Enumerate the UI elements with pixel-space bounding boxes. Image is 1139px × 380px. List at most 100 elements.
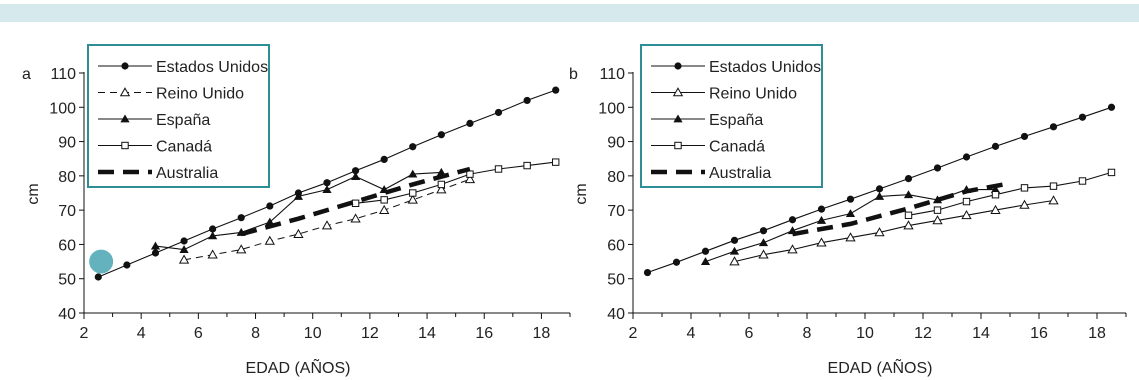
top-banner [0,4,1139,22]
x-tick-label-a: 2 [80,325,89,342]
data-point [1020,132,1029,141]
data-point [350,172,361,180]
chart-a: a cm EDAD (AÑOS) 40 50 60 70 80 90 100 110 2 4 6 8 1… [22,44,571,377]
data-point [991,191,1000,199]
y-axis-label-b: cm [573,183,590,204]
data-point [437,180,446,189]
legend-label: Canadá [709,139,765,156]
series-layer-a [89,86,560,281]
x-tick-label-a: 18 [533,325,551,342]
data-point [1020,184,1029,192]
legend-label: Reino Unido [156,86,244,103]
legend-label: Reino Unido [709,86,797,103]
y-tick-label-a: 80 [58,169,76,186]
series-line-reino-unido [734,199,1054,263]
data-point [759,227,768,235]
data-point [523,161,531,170]
y-tick-label-b: 110 [599,66,625,83]
data-point [322,185,332,193]
y-tick-label-b: 90 [607,135,625,152]
data-point [494,108,503,117]
data-point [437,131,445,139]
y-tick-label-a: 70 [58,203,76,220]
x-tick-label-b: 8 [803,325,812,342]
data-point [1048,195,1059,205]
x-axis-label-a: EDAD (AÑOS) [246,357,351,377]
data-point [962,197,971,206]
legend-box-a [87,44,270,188]
data-point [207,249,218,259]
y-tick-label-a: 110 [50,66,76,83]
x-tick-label-b: 18 [1088,325,1106,342]
y-tick-label-b: 80 [607,169,625,186]
panel-label-a: a [22,66,31,83]
x-tick-label-a: 6 [194,325,203,342]
y-tick-label-a: 60 [58,237,76,254]
x-tick-label-a: 16 [475,325,493,342]
y-tick-label-b: 100 [598,100,625,117]
data-point [758,238,769,247]
chart-b: b cm EDAD (AÑOS) 40 50 60 70 80 90 100 110 2 4 6 8 1… [569,44,1127,377]
data-point [1078,113,1087,121]
data-point [701,247,710,255]
x-tick-label-a: 10 [304,325,322,342]
data-point [933,164,942,172]
data-point [903,190,914,199]
data-point [350,213,361,223]
data-point [523,96,531,105]
panel-label-b: b [569,66,578,83]
y-tick-label-b: 50 [607,272,625,289]
data-point [817,205,826,213]
y-tick-label-b: 70 [607,203,625,220]
data-point [466,119,474,127]
data-point [904,211,913,219]
data-point [151,249,160,257]
series-line-canad- [355,161,556,204]
data-point [643,268,652,277]
data-point [904,175,913,183]
data-point [1049,123,1058,131]
x-tick-label-b: 16 [1030,325,1048,342]
legend-label: Estados Unidos [156,59,268,76]
legend-marker [674,141,682,150]
y-tick-label-a: 90 [58,135,76,152]
data-point [1107,103,1116,111]
data-point [379,205,389,214]
legend-label: Estados Unidos [709,59,821,76]
y-tick-label-b: 40 [607,306,625,323]
legend-marker [121,141,129,150]
axes-b: 40 50 60 70 80 90 100 110 2 4 6 8 10 12 14 16 18 [598,66,1127,342]
data-point [552,158,560,166]
series-line-canad- [908,171,1112,216]
x-tick-label-b: 6 [745,325,754,342]
data-point [730,236,739,244]
x-tick-label-b: 10 [856,325,874,342]
data-point [409,143,417,151]
data-point [380,155,388,163]
data-point [846,195,855,203]
x-tick-label-b: 12 [914,325,932,342]
series-line-australia [240,166,471,237]
data-point [237,214,245,222]
data-point [552,86,560,94]
y-tick-label-a: 100 [49,100,76,117]
legend-b: Estados Unidos Reino Unido España Canadá Aus… [640,44,823,188]
legend-label: Canadá [156,139,212,156]
y-tick-label-a: 50 [58,272,76,289]
highlight-dot [89,249,114,274]
axes-a: 40 50 60 70 80 90 100 110 2 4 6 8 10 12 14 16 18 [49,66,571,342]
x-tick-label-a: 12 [361,325,379,342]
data-point [494,165,503,173]
x-tick-label-a: 4 [137,325,146,342]
legend-label: Australia [156,165,218,182]
data-point [380,196,388,204]
data-point [409,189,417,197]
data-point [150,241,161,250]
data-point [266,202,274,210]
x-tick-label-a: 8 [251,325,260,342]
data-point [180,237,188,245]
data-point [1078,177,1087,185]
data-point [1107,168,1116,177]
data-point [672,258,681,266]
